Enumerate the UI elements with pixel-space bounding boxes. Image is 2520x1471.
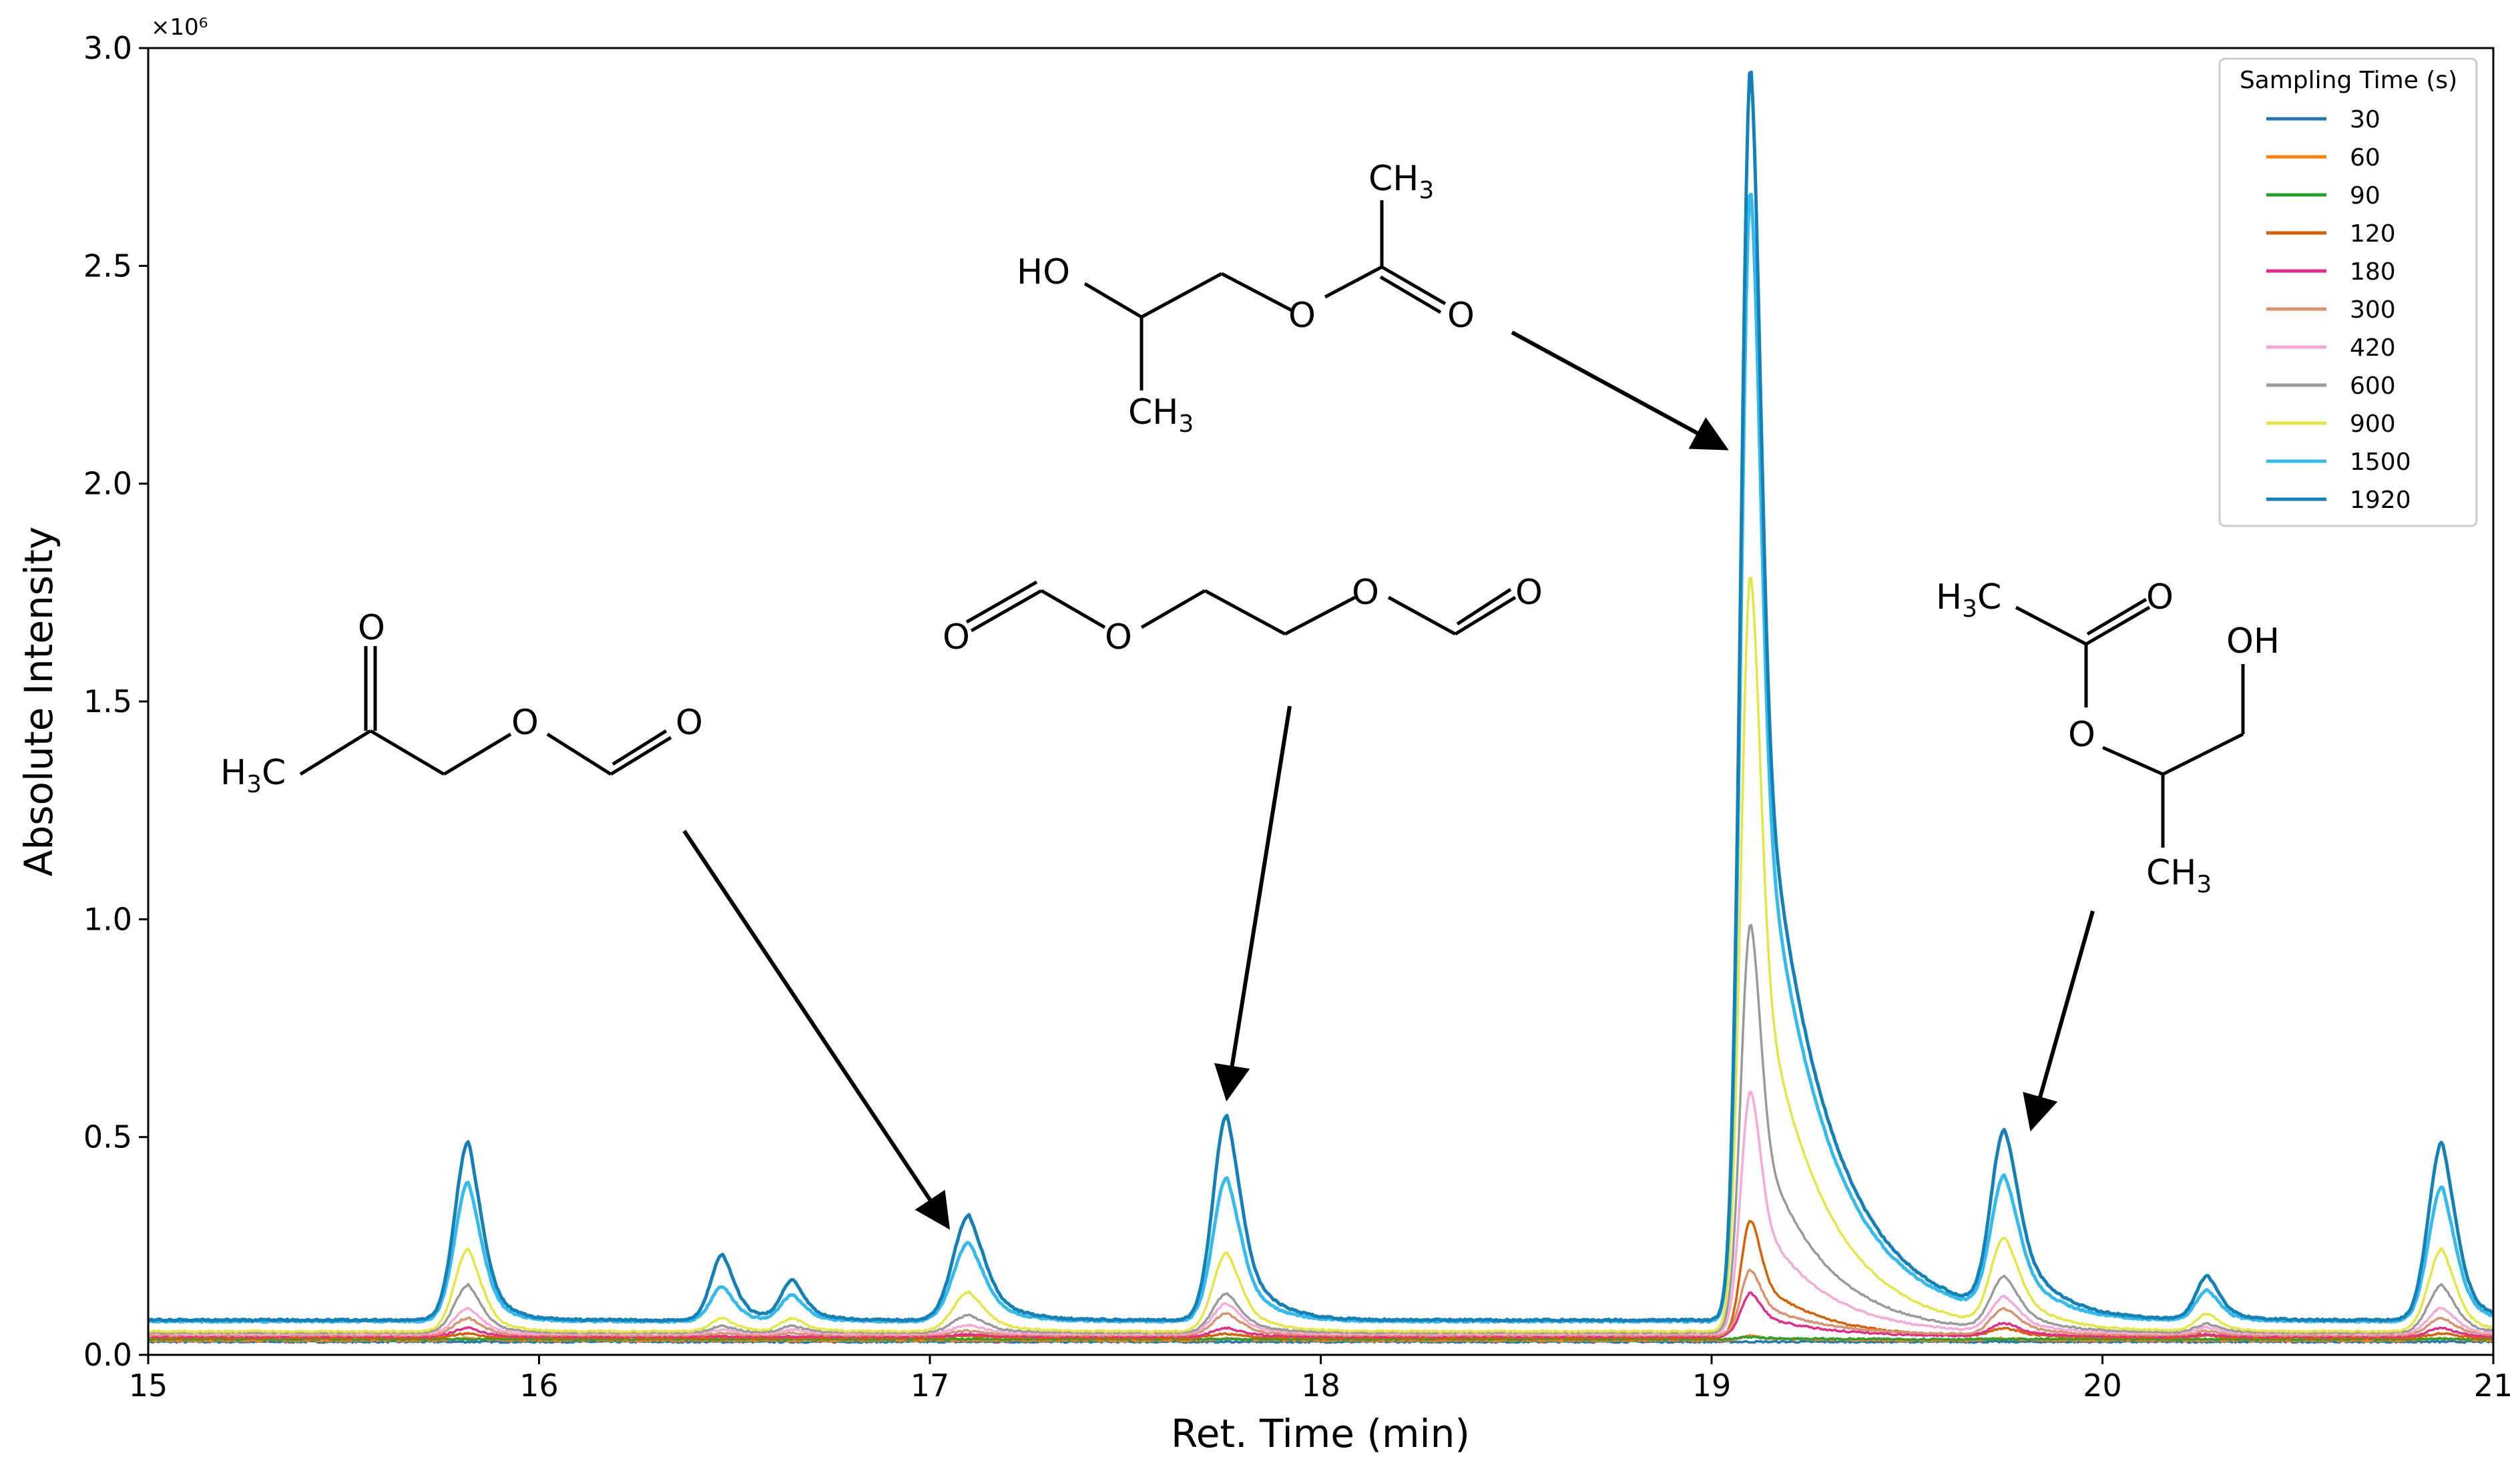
arrow xyxy=(682,830,950,1230)
annotation-arrows xyxy=(682,330,2095,1230)
y-tick-label: 0.0 xyxy=(83,1337,132,1373)
series-line-1920 xyxy=(148,70,2493,1323)
series-line-600 xyxy=(148,924,2493,1335)
series-line-120 xyxy=(148,1219,2493,1340)
arrow xyxy=(2023,910,2095,1132)
chem-label: CH3 xyxy=(1368,159,1434,204)
chem-label: H3C xyxy=(1936,577,2001,623)
chem-label: OH xyxy=(2226,621,2280,661)
legend-items: 30 60 90 120 180 300 420 600 900 1500 1920 xyxy=(2266,106,2411,514)
x-tick-label: 16 xyxy=(519,1368,559,1404)
x-tick-label: 18 xyxy=(1301,1368,1340,1404)
legend-label: 600 xyxy=(2350,372,2396,400)
y-exponent-label: ×10⁶ xyxy=(151,14,208,41)
chem-label: O xyxy=(1352,573,1379,613)
arrow xyxy=(1214,705,1292,1102)
plot-background xyxy=(148,48,2493,1355)
structure-hydroxyacetone-formate xyxy=(299,646,672,776)
chem-label: O xyxy=(2146,577,2174,617)
legend-label: 900 xyxy=(2350,410,2396,438)
y-tick-label: 2.5 xyxy=(83,248,132,284)
chem-label: O xyxy=(511,703,539,743)
x-tick-label: 21 xyxy=(2474,1368,2513,1404)
legend-label: 60 xyxy=(2350,144,2380,172)
y-tick-label: 2.0 xyxy=(83,466,132,502)
x-axis-title: Ret. Time (min) xyxy=(1171,1411,1470,1456)
series-line-900 xyxy=(148,577,2493,1334)
legend-label: 300 xyxy=(2350,296,2396,324)
chem-label: O xyxy=(1288,296,1316,336)
legend-label: 420 xyxy=(2350,334,2396,362)
structure-hydroxypropyl-acetate-2 xyxy=(2015,597,2245,848)
legend-label: 180 xyxy=(2350,258,2396,286)
series-layer xyxy=(148,70,2493,1344)
legend: Sampling Time (s) 30 60 90 120 180 300 420 600 9… xyxy=(2218,57,2478,527)
arrow xyxy=(1511,330,1729,451)
x-tick-label: 20 xyxy=(2083,1368,2122,1404)
y-axis: 0.0 0.5 1.0 1.5 2.0 2.5 3.0 xyxy=(83,30,148,1373)
structure-ethylene-diformate xyxy=(965,580,1517,636)
x-tick-label: 15 xyxy=(129,1368,168,1404)
chem-label: CH3 xyxy=(2146,853,2212,898)
chem-label: HO xyxy=(1017,252,1070,292)
chem-label: O xyxy=(943,617,970,657)
legend-title: Sampling Time (s) xyxy=(2240,67,2457,94)
chem-label: O xyxy=(2068,715,2095,755)
chem-label: O xyxy=(1447,296,1475,336)
chem-label: O xyxy=(1515,573,1543,613)
y-tick-label: 0.5 xyxy=(83,1119,132,1155)
legend-label: 30 xyxy=(2350,106,2380,133)
legend-label: 1920 xyxy=(2350,487,2411,514)
legend-box xyxy=(2218,57,2478,527)
chem-label: O xyxy=(358,608,385,648)
y-tick-label: 3.0 xyxy=(83,30,132,66)
chem-label: CH3 xyxy=(1128,392,1194,438)
chem-label: H3C xyxy=(220,753,286,798)
x-axis: 15 16 17 18 19 20 21 xyxy=(129,1355,2513,1404)
x-tick-label: 19 xyxy=(1692,1368,1732,1404)
y-tick-label: 1.5 xyxy=(83,683,132,719)
x-tick-label: 17 xyxy=(911,1368,950,1404)
chem-label: O xyxy=(676,703,703,743)
chem-label: O xyxy=(1105,617,1132,657)
y-tick-label: 1.0 xyxy=(83,901,132,937)
structure-hydroxypropyl-acetate-1 xyxy=(1083,200,1447,390)
y-axis-title: Absolute Intensity xyxy=(16,527,61,876)
legend-label: 120 xyxy=(2350,220,2396,248)
legend-label: 90 xyxy=(2350,182,2380,210)
legend-label: 1500 xyxy=(2350,449,2411,476)
